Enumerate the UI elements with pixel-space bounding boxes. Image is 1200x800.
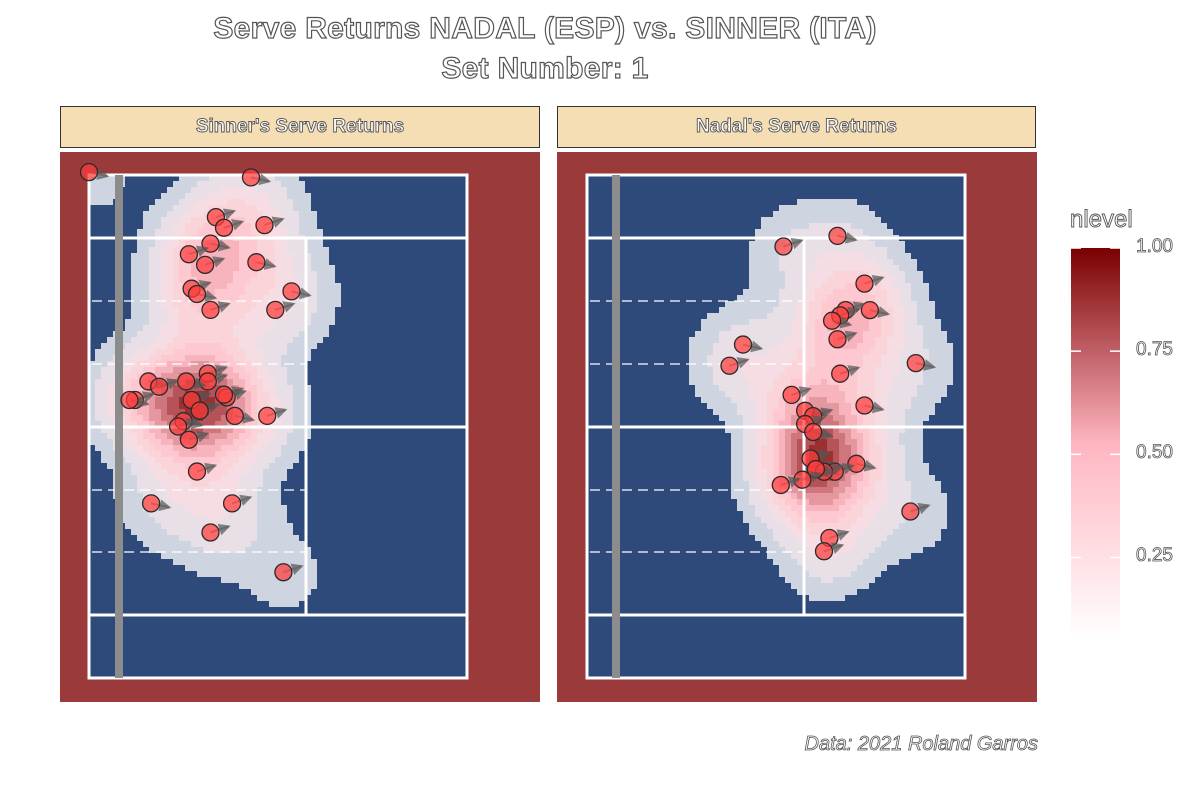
- return-point: [828, 226, 847, 246]
- return-points: [79, 162, 312, 582]
- return-point: [774, 237, 793, 256]
- net: [115, 175, 123, 678]
- chart-subtitle: Set Number: 1: [441, 51, 649, 85]
- return-points: [720, 226, 937, 561]
- return-point: [222, 494, 242, 513]
- court-lines: [87, 173, 469, 680]
- return-point: [855, 396, 874, 415]
- legend-tick-label: 1.00: [1136, 236, 1174, 258]
- return-point: [828, 330, 847, 349]
- return-point: [168, 417, 188, 436]
- legend-tick-label: 0.75: [1136, 339, 1174, 361]
- chart-title: Serve Returns NADAL (ESP) vs. SINNER (IT…: [213, 11, 877, 45]
- return-point: [274, 563, 293, 582]
- return-point: [187, 284, 207, 304]
- return-point: [266, 300, 285, 320]
- return-point: [255, 215, 274, 235]
- return-point: [901, 502, 920, 521]
- return-point: [258, 406, 277, 426]
- return-point: [247, 253, 266, 272]
- court-dashed-lines: [590, 300, 804, 553]
- return-point: [860, 300, 880, 320]
- caption: Data: 2021 Roland Garros: [804, 733, 1038, 756]
- return-point: [814, 542, 834, 561]
- return-point: [179, 245, 199, 264]
- return-point: [177, 372, 196, 391]
- return-point: [214, 218, 234, 237]
- return-point: [855, 274, 874, 293]
- return-point: [79, 162, 99, 182]
- legend-ticks: [1071, 247, 1120, 559]
- return-point: [771, 475, 790, 495]
- return-point: [120, 390, 139, 410]
- net: [612, 175, 620, 678]
- legend-colorbar: [1071, 248, 1120, 640]
- legend-tick-label: 0.50: [1136, 442, 1174, 464]
- return-point: [201, 523, 220, 542]
- return-point: [179, 430, 199, 449]
- return-point: [141, 494, 161, 513]
- return-point: [187, 462, 207, 481]
- legend-title: nlevel: [1070, 206, 1134, 234]
- return-point: [150, 377, 169, 396]
- panel-strip-nadal: Nadal's Serve Returns: [557, 106, 1036, 148]
- return-point: [190, 401, 209, 420]
- return-point: [214, 385, 234, 404]
- court-dashed-lines: [92, 300, 306, 553]
- return-point: [847, 454, 866, 473]
- return-point: [195, 255, 215, 275]
- panel-sinner: [60, 152, 540, 702]
- return-point: [733, 335, 753, 354]
- panel-nadal: [557, 152, 1037, 702]
- return-point: [198, 372, 217, 391]
- return-point: [804, 422, 823, 442]
- return-point: [906, 353, 925, 373]
- return-point: [241, 168, 261, 187]
- return-point: [225, 406, 244, 426]
- return-point: [822, 311, 842, 330]
- return-point: [831, 364, 850, 383]
- return-point: [201, 300, 220, 320]
- return-point: [720, 356, 739, 375]
- legend-tick-label: 0.25: [1136, 545, 1174, 567]
- panel-strip-sinner: Sinner's Serve Returns: [60, 106, 540, 148]
- return-point: [782, 385, 801, 405]
- return-point: [282, 282, 301, 301]
